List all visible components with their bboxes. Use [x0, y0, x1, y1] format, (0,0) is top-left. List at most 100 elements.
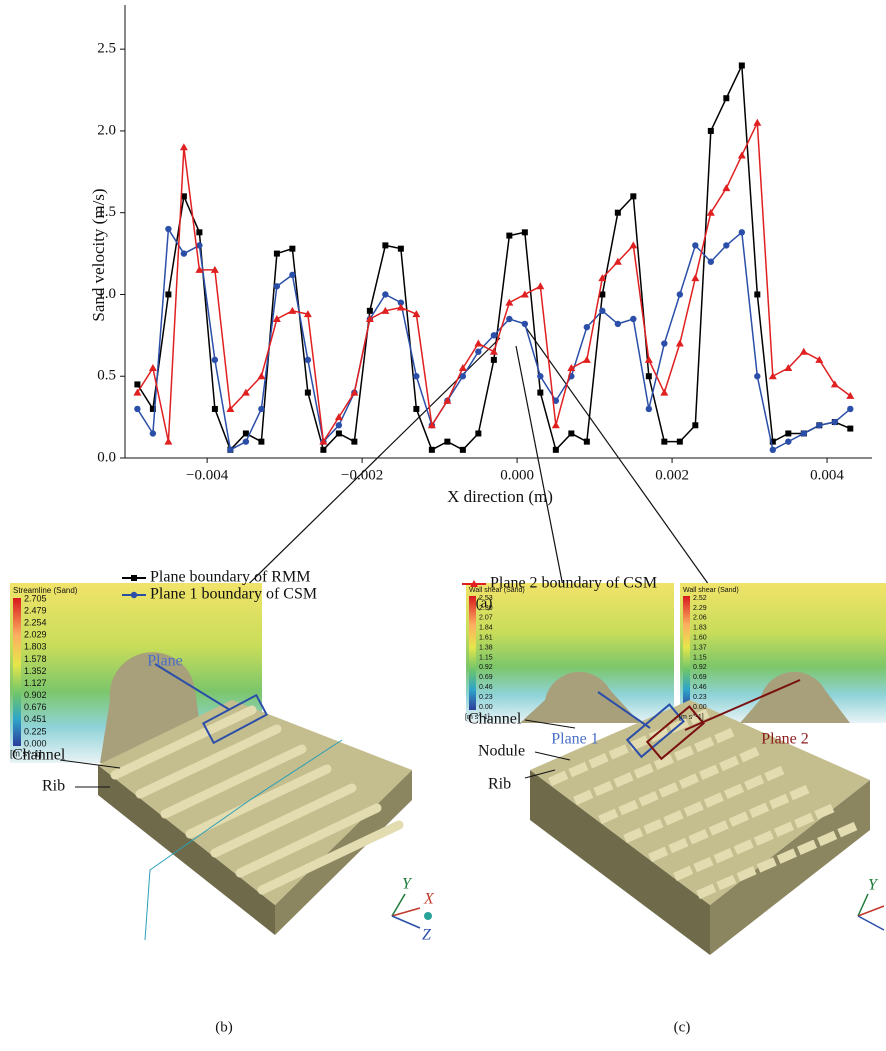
- panel-c-images: [466, 583, 886, 723]
- marker: [196, 229, 202, 235]
- marker: [475, 430, 481, 436]
- marker: [165, 226, 171, 232]
- nodule-label: Nodule: [478, 743, 525, 760]
- marker: [553, 447, 559, 453]
- marker: [521, 290, 529, 297]
- colorbar-tick: 2.06: [693, 615, 707, 622]
- x-tick-label: 0.004: [810, 467, 844, 483]
- colorbar-tick: 0.00: [479, 704, 493, 711]
- colorbar-tick: 0.225: [24, 726, 47, 736]
- marker: [459, 364, 467, 371]
- marker: [599, 308, 605, 314]
- marker: [444, 439, 450, 445]
- marker: [212, 357, 218, 363]
- marker: [738, 151, 746, 158]
- marker: [629, 241, 637, 248]
- marker: [149, 364, 157, 371]
- marker: [413, 406, 419, 412]
- y-tick-label: 0.0: [97, 449, 116, 465]
- marker: [785, 438, 791, 444]
- axis-x: X: [423, 891, 435, 908]
- colorbar-tick: 2.479: [24, 605, 47, 615]
- marker: [691, 274, 699, 281]
- marker: [753, 119, 761, 126]
- marker: [801, 430, 807, 436]
- marker: [522, 229, 528, 235]
- marker: [536, 282, 544, 289]
- marker: [227, 447, 233, 453]
- y-tick-label: 1.5: [97, 204, 116, 220]
- marker: [212, 406, 218, 412]
- marker: [584, 439, 590, 445]
- x-tick-label: −0.002: [341, 467, 383, 483]
- marker: [491, 357, 497, 363]
- colorbar-tick: 0.92: [479, 664, 493, 671]
- marker: [831, 380, 839, 387]
- marker: [429, 447, 435, 453]
- colorbar-tick: 2.52: [693, 595, 707, 602]
- colorbar-tick: 2.029: [24, 630, 47, 640]
- colorbar-tick: 2.254: [24, 618, 47, 628]
- colorbar-tick: 1.352: [24, 666, 47, 676]
- marker: [615, 321, 621, 327]
- marker: [537, 390, 543, 396]
- colorbar-tick: 1.37: [693, 644, 707, 651]
- marker: [274, 251, 280, 257]
- marker: [537, 373, 543, 379]
- marker: [506, 316, 512, 322]
- y-tick-label: 2.5: [97, 41, 116, 57]
- marker: [397, 304, 405, 311]
- legend-label: Plane boundary of RMM: [150, 569, 310, 586]
- marker: [661, 439, 667, 445]
- legend-label: Plane 1 boundary of CSM: [150, 586, 317, 603]
- marker: [754, 373, 760, 379]
- marker: [367, 308, 373, 314]
- marker: [708, 259, 714, 265]
- marker: [274, 283, 280, 289]
- marker: [583, 356, 591, 363]
- legend-label: Plane 2 boundary of CSM: [490, 575, 657, 592]
- marker: [474, 340, 482, 347]
- marker: [785, 430, 791, 436]
- marker: [475, 349, 481, 355]
- axis-y: Y: [402, 876, 413, 893]
- marker: [382, 242, 388, 248]
- marker: [723, 95, 729, 101]
- colorbar-tick: 1.15: [479, 654, 493, 661]
- marker: [491, 332, 497, 338]
- marker: [769, 372, 777, 379]
- series-line: [137, 229, 850, 450]
- colorbar-tick: 2.53: [479, 595, 493, 602]
- marker: [490, 348, 498, 355]
- colorbar-tick: 2.705: [24, 593, 47, 603]
- marker: [723, 242, 729, 248]
- colorbar-tick: 0.000: [24, 738, 47, 748]
- colorbar-tick: 0.69: [693, 674, 707, 681]
- marker: [273, 315, 281, 322]
- y-tick-label: 0.5: [97, 368, 116, 384]
- marker: [505, 299, 513, 306]
- colorbar-tick: 2.07: [479, 615, 493, 622]
- figure-label: (b): [215, 1019, 233, 1035]
- marker: [460, 447, 466, 453]
- axis-y: Y: [868, 877, 879, 894]
- marker: [522, 321, 528, 327]
- y-tick-label: 2.0: [97, 122, 116, 138]
- marker: [677, 291, 683, 297]
- colorbar-tick: 1.60: [693, 634, 707, 641]
- marker: [661, 340, 667, 346]
- marker: [568, 430, 574, 436]
- colorbar-tick: 0.92: [693, 664, 707, 671]
- marker: [707, 209, 715, 216]
- marker: [150, 430, 156, 436]
- colorbar-tick: 1.578: [24, 654, 47, 664]
- marker: [630, 316, 636, 322]
- marker: [816, 422, 822, 428]
- marker: [336, 422, 342, 428]
- plane-1-label: Plane 1: [551, 731, 599, 748]
- colorbar-tick: 1.83: [693, 625, 707, 632]
- colorbar-tick: 0.46: [479, 684, 493, 691]
- axis-triad-c: [858, 894, 884, 930]
- marker: [739, 229, 745, 235]
- marker: [722, 184, 730, 191]
